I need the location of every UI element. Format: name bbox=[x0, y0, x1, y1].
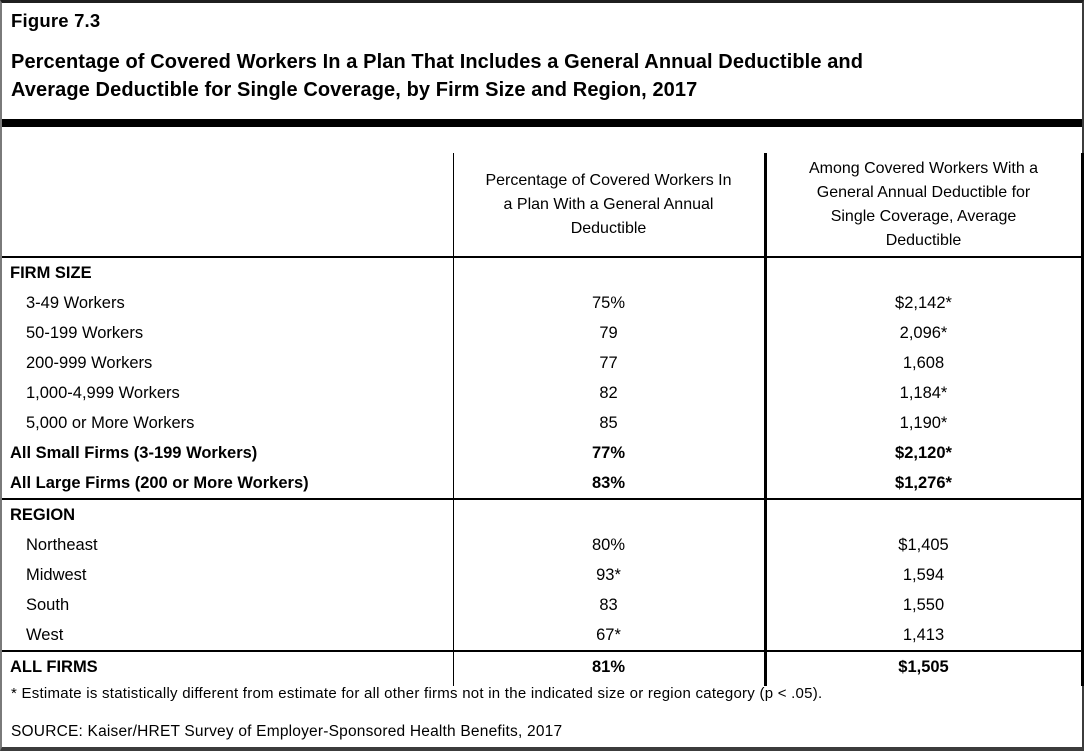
column-header-percentage: Percentage of Covered Workers In a Plan … bbox=[452, 153, 767, 258]
deductible-table: Percentage of Covered Workers In a Plan … bbox=[2, 153, 1084, 686]
table-row: All Large Firms (200 or More Workers) 83%… bbox=[2, 468, 1084, 500]
row-label-cell: 3-49 Workers bbox=[26, 293, 125, 312]
header-row: Percentage of Covered Workers In a Plan … bbox=[2, 153, 1084, 258]
table-row: Northeast 80% $1,405 bbox=[2, 530, 1084, 560]
column-header-category bbox=[2, 153, 453, 258]
divider-stub-cell bbox=[765, 682, 1084, 686]
row-label-cell: 50-199 Workers bbox=[26, 323, 144, 342]
average-deductible-cell: 1,550 bbox=[765, 590, 1084, 620]
table-row: 1,000-4,999 Workers 82 1,184* bbox=[2, 378, 1084, 408]
percentage-cell: 80% bbox=[452, 530, 767, 560]
table-row: REGION bbox=[2, 499, 1084, 530]
table-row: FIRM SIZE bbox=[2, 257, 1084, 288]
table-row: 200-999 Workers 77 1,608 bbox=[2, 348, 1084, 378]
average-deductible-cell: $1,505 bbox=[765, 651, 1084, 682]
table-row: ALL FIRMS 81% $1,505 bbox=[2, 651, 1084, 682]
average-deductible-cell: 1,184* bbox=[765, 378, 1084, 408]
table-body: FIRM SIZE 3-49 Workers 75% $2,142* 50-199 Wo… bbox=[2, 257, 1084, 686]
percentage-cell: 82 bbox=[452, 378, 767, 408]
row-label-cell: West bbox=[2, 620, 453, 652]
figure-label: Figure 7.3 bbox=[11, 10, 101, 31]
percentage-cell: 85 bbox=[452, 408, 767, 438]
percentage-cell: 75% bbox=[452, 288, 767, 318]
divider-stub-row bbox=[2, 682, 1084, 686]
table-row: South 83 1,550 bbox=[2, 590, 1084, 620]
table-row: 3-49 Workers 75% $2,142* bbox=[2, 288, 1084, 318]
row-label-cell: 200-999 Workers bbox=[26, 353, 153, 372]
row-label-cell: 5,000 or More Workers bbox=[26, 413, 195, 432]
percentage-cell: 81% bbox=[452, 651, 767, 682]
percentage-cell: 77 bbox=[452, 348, 767, 378]
source-line: SOURCE: Kaiser/HRET Survey of Employer-S… bbox=[11, 723, 563, 740]
row-label-cell: Northeast bbox=[26, 535, 98, 554]
average-deductible-cell: $2,120* bbox=[765, 438, 1084, 468]
percentage-cell: 93* bbox=[452, 560, 767, 590]
average-deductible-cell: 1,190* bbox=[765, 408, 1084, 438]
row-label-cell: 1,000-4,999 Workers bbox=[26, 383, 180, 402]
table-row: 5,000 or More Workers 85 1,190* bbox=[2, 408, 1084, 438]
divider-stub-cell bbox=[452, 682, 767, 686]
percentage-cell bbox=[452, 499, 767, 530]
row-label-cell: Midwest bbox=[26, 565, 87, 584]
row-label-cell: All Small Firms (3-199 Workers) bbox=[10, 443, 258, 462]
average-deductible-cell bbox=[765, 499, 1084, 530]
percentage-cell: 77% bbox=[452, 438, 767, 468]
average-deductible-cell: $1,405 bbox=[765, 530, 1084, 560]
average-deductible-cell: 2,096* bbox=[765, 318, 1084, 348]
percentage-cell: 83% bbox=[452, 468, 767, 500]
row-label-cell: FIRM SIZE bbox=[10, 263, 92, 282]
table-row: All Small Firms (3-199 Workers) 77% $2,120… bbox=[2, 438, 1084, 468]
figure-title: Percentage of Covered Workers In a Plan … bbox=[11, 51, 864, 101]
footnote: * Estimate is statistically different fr… bbox=[11, 685, 823, 702]
table-row: Midwest 93* 1,594 bbox=[2, 560, 1084, 590]
row-label-cell: ALL FIRMS bbox=[10, 657, 98, 676]
row-label-cell: South bbox=[26, 595, 70, 614]
percentage-cell: 67* bbox=[452, 620, 767, 652]
table-row: West 67* 1,413 bbox=[2, 620, 1084, 652]
average-deductible-cell: 1,594 bbox=[765, 560, 1084, 590]
average-deductible-cell: $2,142* bbox=[765, 288, 1084, 318]
average-deductible-cell: 1,413 bbox=[765, 620, 1084, 652]
percentage-cell bbox=[452, 257, 767, 288]
average-deductible-cell bbox=[765, 257, 1084, 288]
average-deductible-cell: $1,276* bbox=[765, 468, 1084, 500]
title-divider-bar bbox=[2, 119, 1082, 127]
table-row: 50-199 Workers 79 2,096* bbox=[2, 318, 1084, 348]
table-header: Percentage of Covered Workers In a Plan … bbox=[2, 153, 1084, 258]
row-label-cell: All Large Firms (200 or More Workers) bbox=[2, 468, 453, 500]
percentage-cell: 83 bbox=[452, 590, 767, 620]
column-header-average-deductible: Among Covered Workers With a General Ann… bbox=[765, 153, 1084, 258]
percentage-cell: 79 bbox=[452, 318, 767, 348]
row-label-cell: REGION bbox=[10, 505, 76, 524]
average-deductible-cell: 1,608 bbox=[765, 348, 1084, 378]
